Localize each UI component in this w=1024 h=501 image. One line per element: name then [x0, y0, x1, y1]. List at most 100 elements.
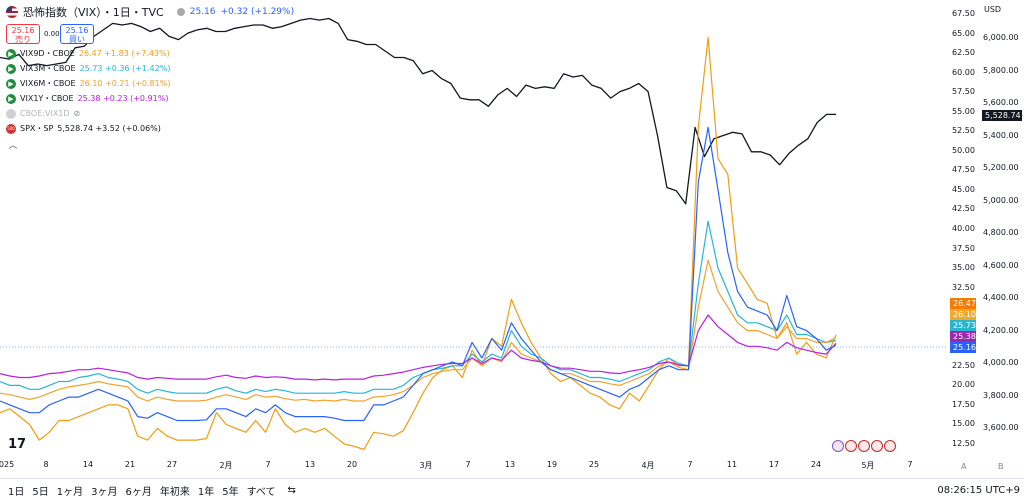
event-icon[interactable] — [832, 440, 844, 452]
us-flag-event-icon[interactable] — [884, 440, 896, 452]
x-axis-tick: 7 — [907, 460, 913, 469]
timeframe-button[interactable]: 5日 — [32, 486, 49, 498]
series-line[interactable] — [0, 36, 837, 451]
x-axis-tick: 2月 — [219, 461, 233, 470]
x-axis-tick: 17 — [768, 460, 780, 469]
legend-value: 26.10 +0.21 (+0.81%) — [79, 79, 171, 88]
timeframe-button[interactable]: 3ヶ月 — [91, 486, 118, 498]
last-value: 25.16 — [189, 7, 216, 17]
right-axis-tick: 15.00 — [952, 419, 975, 429]
left-price-scale[interactable]: USD 6,000.00 5,800.00 5,600.00 5,400.00 5,20… — [978, 0, 1024, 458]
legend-value: 26.47 +1.83 (+7.43%) — [78, 49, 170, 58]
legend-row[interactable]: ▶ VIX1Y・CBOE 25.38 +0.23 (+0.91%) — [6, 92, 168, 105]
right-price-scale[interactable]: 67.50 65.00 62.50 60.00 57.50 55.00 52.50 50.00… — [948, 0, 978, 458]
buy-label: 買い — [69, 35, 85, 44]
right-axis-tick: 12.50 — [952, 439, 975, 448]
tradingview-logo-icon[interactable]: 17 — [8, 437, 27, 452]
legend-value: 25.38 +0.23 (+0.91%) — [77, 94, 169, 103]
right-axis-tick: 67.50 — [952, 9, 975, 18]
legend-row[interactable]: ▶ VIX9D・CBOE 26.47 +1.83 (+7.43%) — [6, 47, 170, 60]
us-flag-event-icon[interactable] — [871, 440, 883, 452]
left-axis-tick: 6,000.00 — [983, 33, 1019, 42]
sell-price: 25.16 — [11, 26, 35, 35]
spx-price-tag: 5,528.74 — [982, 109, 1022, 121]
legend-row[interactable]: CBOE:VIX1D ⊘ — [6, 107, 80, 120]
price-tag: 25.73 — [950, 320, 976, 331]
series-line[interactable] — [0, 314, 837, 381]
clock: 08:26:15 UTC+9 — [937, 484, 1020, 496]
legend-name: VIX9D・CBOE — [20, 49, 75, 58]
price-chart[interactable] — [0, 0, 948, 458]
hidden-series-icon — [6, 108, 16, 119]
x-axis-tick: 4月 — [641, 461, 655, 470]
right-axis-tick: 35.00 — [952, 263, 975, 273]
left-axis-tick: 5,000.00 — [983, 195, 1019, 205]
auto-scale-toggle[interactable]: A — [961, 462, 967, 471]
spread-value: 0.00 — [44, 30, 60, 38]
play-icon: ▶ — [6, 48, 16, 59]
timeframe-button[interactable]: 5年 — [222, 486, 239, 498]
legend-name: VIX3M・CBOE — [20, 64, 76, 73]
right-axis-tick: 47.50 — [952, 165, 975, 175]
x-axis-tick: 13 — [504, 460, 516, 469]
x-axis-tick: 5月 — [861, 461, 875, 470]
buy-price: 25.16 — [65, 26, 89, 35]
right-axis-tick: 50.00 — [952, 145, 975, 155]
timeframe-button[interactable]: すべて — [246, 486, 276, 498]
x-axis-tick: 2025 — [0, 460, 15, 469]
collapse-legend-button[interactable]: ︿ — [8, 141, 18, 151]
log-scale-toggle[interactable]: B — [998, 462, 1004, 471]
series-line[interactable] — [0, 220, 837, 394]
legend-row[interactable]: 500 SPX・SP 5,528.74 +3.52 (+0.06%) — [6, 122, 161, 135]
left-axis-tick: 4,000.00 — [983, 358, 1019, 367]
currency-label[interactable]: USD — [984, 5, 1002, 14]
right-axis-tick: 22.50 — [952, 360, 975, 370]
legend-row[interactable]: ▶ VIX6M・CBOE 26.10 +0.21 (+0.81%) — [6, 77, 170, 90]
right-axis-tick: 17.50 — [952, 399, 975, 409]
x-axis-tick: 20 — [346, 460, 358, 469]
right-axis-tick: 60.00 — [952, 67, 975, 77]
date-range-icon[interactable]: ⇆ — [287, 484, 296, 496]
x-axis-tick: 13 — [304, 460, 316, 469]
symbol-title[interactable]: 恐怖指数（VIX）・1日・TVC — [23, 6, 164, 19]
timeframe-button[interactable]: 1年 — [197, 486, 215, 498]
series-line[interactable] — [0, 259, 837, 402]
legend-row[interactable]: ▶ VIX3M・CBOE 25.73 +0.36 (+1.42%) — [6, 62, 170, 75]
x-axis-tick: 21 — [124, 460, 136, 469]
play-icon: ▶ — [6, 78, 16, 89]
x-axis-tick: 19 — [546, 460, 558, 469]
right-axis-tick: 55.00 — [952, 106, 975, 116]
price-tag: 25.38 — [950, 331, 976, 342]
price-tag: 26.47 — [950, 298, 976, 309]
left-axis-tick: 4,400.00 — [983, 293, 1019, 302]
buy-button[interactable]: 25.16 買い — [60, 24, 94, 44]
us-flag-event-icon[interactable] — [845, 440, 857, 452]
us-flag-event-icon[interactable] — [858, 440, 870, 452]
event-markers[interactable] — [832, 440, 896, 452]
x-axis-tick: 25 — [588, 460, 600, 469]
x-axis-tick: 7 — [265, 460, 271, 469]
sell-label: 売り — [15, 35, 31, 44]
timeframe-button[interactable]: 6ヶ月 — [125, 486, 152, 498]
x-axis-tick: 27 — [166, 460, 178, 469]
bottom-toolbar: 1日 5日 1ヶ月 3ヶ月 6ヶ月 年初来 1年 5年 すべて ⇆ 08:26:15 UTC+9 — [0, 478, 1024, 501]
price-tag: 25.16 — [950, 342, 976, 353]
legend-name: CBOE:VIX1D — [20, 109, 70, 118]
timeframe-button[interactable]: 1ヶ月 — [56, 486, 84, 498]
sell-button[interactable]: 25.16 売り — [6, 24, 40, 44]
right-axis-tick: 37.50 — [952, 243, 975, 253]
x-axis-tick: 11 — [726, 460, 738, 469]
price-tag: 26.10 — [950, 309, 976, 320]
legend-value: 5,528.74 +3.52 (+0.06%) — [57, 124, 161, 133]
left-axis-tick: 5,400.00 — [983, 130, 1019, 140]
x-axis-tick: 8 — [43, 460, 49, 469]
market-status-icon — [176, 8, 185, 16]
timeframe-button[interactable]: 1日 — [8, 486, 25, 498]
right-axis-tick: 57.50 — [952, 87, 975, 97]
series-line[interactable] — [0, 17, 836, 205]
legend-value: 25.73 +0.36 (+1.42%) — [79, 64, 171, 73]
timeframe-button[interactable]: 年初来 — [159, 486, 190, 498]
series-line[interactable] — [0, 126, 837, 422]
legend-name: VIX1Y・CBOE — [20, 94, 74, 103]
eye-off-icon[interactable]: ⊘ — [73, 109, 81, 118]
